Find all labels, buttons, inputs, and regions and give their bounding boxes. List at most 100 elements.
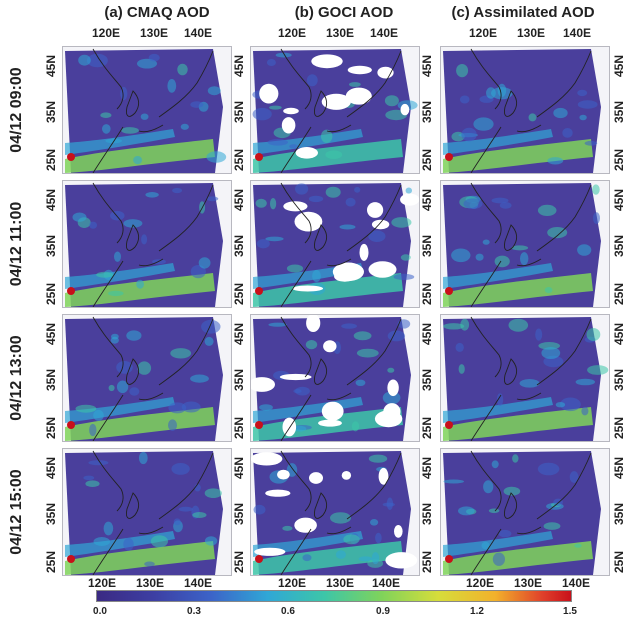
aerosol-plume [443, 129, 553, 155]
aod-patch [463, 198, 483, 209]
aod-patch [535, 328, 543, 341]
aod-patch [136, 279, 144, 289]
aod-patch [89, 423, 97, 437]
aod-patch [562, 128, 573, 138]
aod-map-panel [62, 180, 232, 308]
lat-label: 35N [612, 234, 626, 258]
aod-hotspot [255, 555, 263, 563]
lat-label: 45N [612, 457, 626, 479]
bottom-lon-label: 120E [466, 576, 495, 590]
aod-field [65, 182, 223, 307]
aod-hotspot [255, 421, 263, 429]
row-label-time: 04/12 09:00 [2, 46, 32, 174]
aod-patch [286, 264, 304, 273]
aod-map-panel [250, 46, 420, 174]
top-lon-label: 120E [92, 26, 121, 40]
aod-patch [204, 488, 222, 498]
lat-label: 25N [232, 417, 246, 439]
aod-patch [349, 82, 361, 87]
aod-patch [368, 230, 386, 242]
aod-patch [114, 251, 121, 262]
top-lon-label: 140E [370, 26, 399, 40]
lat-label: 35N [232, 369, 246, 391]
aod-field [253, 182, 419, 307]
aod-patch [520, 252, 529, 266]
missing-data-gap [318, 419, 342, 427]
lat-label-text: 25N [420, 550, 434, 574]
aod-patch [190, 101, 204, 108]
missing-data-gap [341, 471, 352, 480]
lat-label-text: 45N [420, 456, 434, 480]
lat-label-text: 45N [612, 322, 626, 346]
aod-patch [88, 460, 109, 466]
lat-label-text: 35N [232, 100, 246, 124]
aod-patch [256, 239, 270, 249]
top-lon-label: 130E [517, 26, 546, 40]
missing-data-gap [283, 107, 299, 115]
lat-label: 25N [44, 551, 58, 573]
aod-patch [387, 330, 406, 342]
aod-field [443, 316, 609, 441]
bottom-lon-label: 130E [514, 576, 543, 590]
aod-colorbar [96, 590, 572, 602]
aod-map-panel [440, 180, 610, 308]
colorbar-tick-label: 0.3 [187, 606, 201, 617]
aod-patch [358, 556, 373, 562]
aod-patch [102, 124, 111, 134]
aod-patch [458, 364, 465, 374]
lat-label-text: 45N [44, 54, 58, 78]
aod-patch [321, 129, 333, 143]
aod-patch [508, 318, 529, 332]
aod-patch [586, 328, 601, 341]
aod-patch [305, 340, 318, 350]
aod-patch [494, 255, 510, 268]
missing-data-gap [334, 271, 356, 282]
aod-field [251, 315, 411, 441]
row-label-text: 04/12 11:00 [8, 201, 25, 287]
lat-label-text: 45N [612, 188, 626, 212]
coastline [280, 316, 402, 441]
aod-patch [103, 521, 114, 536]
lat-label-text: 35N [612, 368, 626, 392]
lat-label-text: 45N [420, 322, 434, 346]
lat-label-text: 35N [612, 100, 626, 124]
lat-label-text: 35N [44, 368, 58, 392]
lat-label-text: 25N [612, 550, 626, 574]
lat-label: 45N [232, 55, 246, 77]
lat-label: 35N [612, 100, 626, 124]
aod-patch [190, 374, 209, 383]
lat-label-text: 25N [232, 550, 246, 574]
missing-data-gap [374, 410, 403, 428]
lat-label-text: 35N [420, 100, 434, 124]
aod-patch [443, 479, 464, 484]
row-label-text: 04/12 13:00 [8, 335, 25, 421]
lat-label-text: 35N [612, 234, 626, 258]
lat-label-text: 25N [612, 282, 626, 306]
coastline [280, 450, 402, 575]
aod-patch [252, 107, 272, 121]
aod-patch [145, 192, 159, 198]
aod-patch [325, 150, 343, 159]
aod-field [252, 48, 418, 173]
aod-patch [96, 271, 114, 278]
aerosol-plume [443, 407, 593, 441]
lat-label-text: 35N [44, 502, 58, 526]
aod-patch [269, 105, 282, 110]
column-title-goci: (b) GOCI AOD [294, 4, 394, 21]
aod-map-panel [440, 314, 610, 442]
lat-label: 45N [420, 189, 434, 211]
aod-patch [293, 425, 307, 432]
aod-patch [499, 202, 512, 209]
lat-label-text: 35N [612, 502, 626, 526]
lat-label-text: 45N [420, 54, 434, 78]
aod-patch [577, 89, 588, 97]
aod-map-panel [62, 314, 232, 442]
lat-label: 35N [420, 369, 434, 391]
aod-patch [343, 534, 360, 545]
row-label-time: 04/12 13:00 [2, 314, 32, 442]
aod-patch [581, 406, 589, 416]
aod-patch [93, 537, 111, 546]
aod-patch [116, 380, 129, 394]
lat-label: 45N [612, 55, 626, 77]
aod-patch [488, 508, 500, 514]
